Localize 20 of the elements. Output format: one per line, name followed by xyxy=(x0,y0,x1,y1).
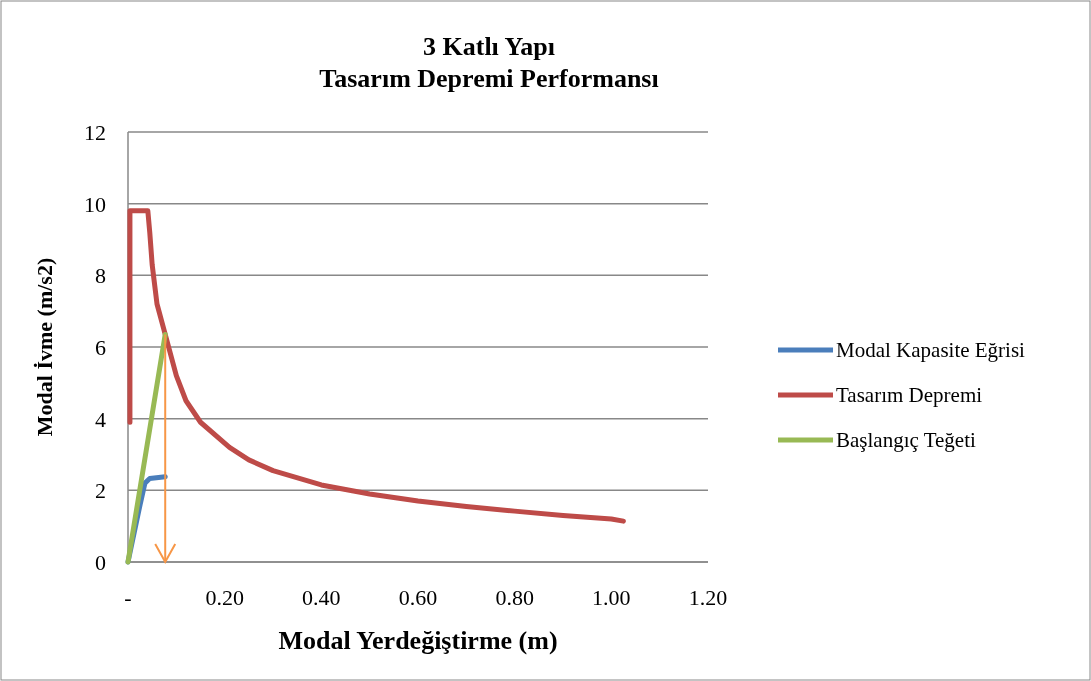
x-tick-label: 0.40 xyxy=(302,585,341,610)
y-tick-label: 10 xyxy=(84,191,106,217)
x-tick-label: 0.60 xyxy=(398,585,438,610)
x-tick-label: 1.00 xyxy=(592,585,631,610)
legend-label: Başlangıç Teğeti xyxy=(836,428,977,452)
x-tick-label: 1.20 xyxy=(688,585,728,610)
x-tick-label: 0.20 xyxy=(205,585,244,610)
legend-label: Modal Kapasite Eğrisi xyxy=(836,338,1026,362)
chart-title: 3 Katlı Yapı Tasarım Depremi Performansı xyxy=(319,32,659,93)
x-axis-title: Modal Yerdeğiştirme (m) xyxy=(278,626,558,655)
x-tick-label: - xyxy=(124,585,132,610)
legend-label: Tasarım Depremi xyxy=(836,383,983,407)
y-tick-label: 6 xyxy=(95,335,106,360)
y-tick-label: 2 xyxy=(95,478,106,504)
y-tick-label: 0 xyxy=(95,550,106,575)
y-tick-label: 4 xyxy=(95,406,106,432)
x-tick-label: 0.80 xyxy=(495,585,534,610)
y-tick-label: 8 xyxy=(95,263,106,289)
y-tick-label: 12 xyxy=(84,120,106,145)
y-axis-title: Modal İvme (m/s2) xyxy=(32,257,57,437)
